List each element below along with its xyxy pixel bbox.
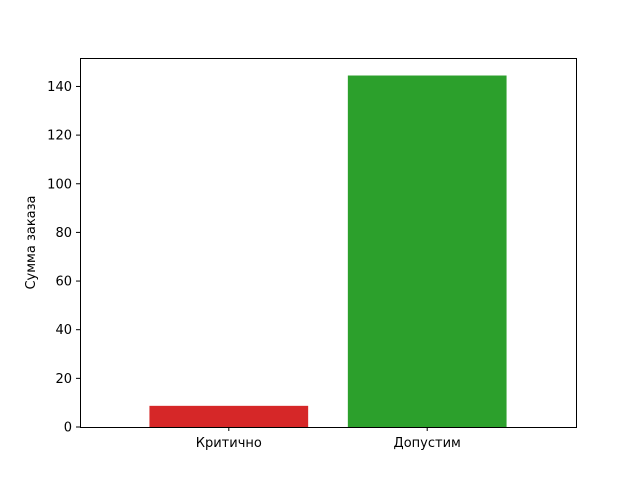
y-tick-label: 80 <box>55 226 72 241</box>
y-tick-label: 60 <box>55 275 72 290</box>
x-tick-label: Допустим <box>394 436 461 451</box>
bar-2 <box>347 75 507 427</box>
bars-group <box>149 75 507 427</box>
bar-1 <box>149 405 309 427</box>
y-axis-label: Сумма заказа <box>24 195 39 289</box>
y-tick-label: 0 <box>64 421 72 436</box>
y-tick-label: 120 <box>47 129 72 144</box>
y-axis: 0 20 40 60 80 100 120 140 <box>47 80 80 436</box>
y-tick-label: 100 <box>47 177 72 192</box>
y-tick-label: 40 <box>55 323 72 338</box>
y-tick-label: 20 <box>55 372 72 387</box>
plot-frame <box>80 58 577 428</box>
x-axis: Критично Допустим <box>196 427 461 451</box>
x-tick-label: Критично <box>196 436 262 451</box>
y-tick-label: 140 <box>47 80 72 95</box>
